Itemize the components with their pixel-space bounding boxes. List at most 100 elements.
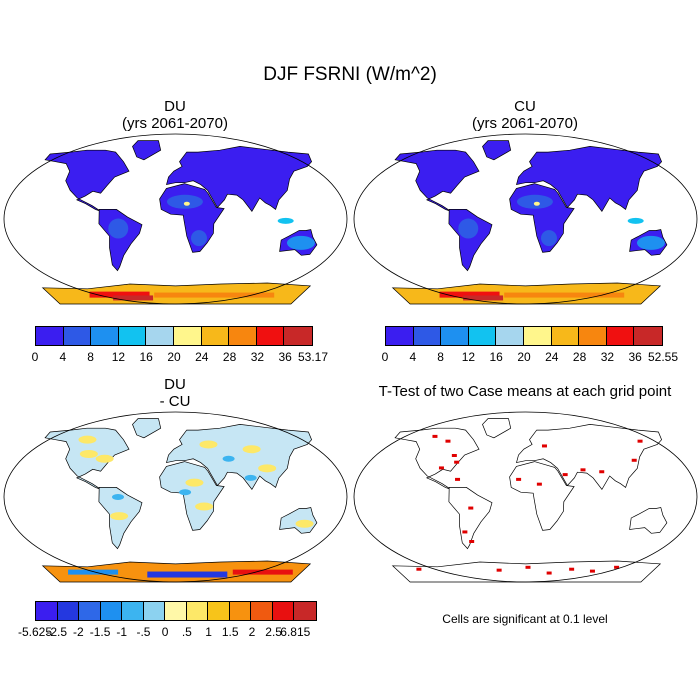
antarctic-band: [463, 295, 504, 301]
colorbar-swatch: [91, 327, 119, 345]
continent-greenland: [132, 140, 162, 161]
colorbar-swatch: [496, 327, 524, 345]
panel-title-cu: CU (yrs 2061-2070): [472, 98, 578, 132]
colorbar-swatch: [201, 327, 230, 345]
antarctic-band: [154, 292, 275, 298]
colorbar-swatch: [468, 327, 497, 345]
colorbar-label: 32: [250, 350, 265, 364]
colorbar-swatch: [284, 327, 312, 345]
colorbar-swatch: [229, 602, 252, 620]
saharan-hotspot: [533, 201, 540, 206]
antarctic-band: [113, 295, 154, 301]
colorbar-label: 8: [87, 350, 94, 364]
panel-title-du: DU (yrs 2061-2070): [122, 98, 228, 132]
continent-namerica: [44, 427, 130, 490]
significant-cell: [562, 473, 568, 477]
continent-namerica: [394, 149, 480, 212]
continent-namerica: [394, 427, 480, 490]
continent-antarctica: [391, 560, 662, 583]
continent-greenland: [482, 140, 512, 161]
sahara-region: [516, 194, 553, 209]
antarctic-band: [504, 292, 625, 298]
colorbar-swatch: [146, 327, 174, 345]
colorbar-swatch: [229, 327, 257, 345]
colorbar-swatch: [413, 327, 442, 345]
colorbar-label: -2: [73, 625, 84, 639]
significant-cell: [546, 571, 552, 575]
colorbar-diff: -5.625 -2.5 -2 -1.5 -1 -.5 0 .5 1 1.5 2 2.5 6.815: [18, 601, 317, 641]
significant-cell: [631, 458, 637, 462]
colorbar-swatch: [441, 327, 469, 345]
colorbar-label: -1: [116, 625, 128, 639]
significant-cell: [469, 540, 475, 543]
map-frame: [3, 133, 348, 305]
negative-patch: [244, 474, 257, 481]
colorbar-label: -1.5: [89, 625, 111, 639]
antarctic-band: [439, 291, 500, 298]
colorbar-label: 20: [167, 350, 181, 364]
colorbar-label: 53.17: [297, 350, 329, 364]
significant-cell: [525, 565, 531, 569]
colorbar-label: 2.5: [265, 625, 282, 639]
significant-cell: [569, 567, 575, 571]
positive-patch: [95, 454, 114, 463]
significant-cell: [589, 569, 595, 573]
significant-cell: [445, 439, 451, 443]
significant-cell: [468, 506, 474, 510]
significant-cell: [432, 434, 438, 438]
significant-cell: [599, 470, 605, 474]
positive-patch: [258, 464, 277, 473]
colorbar-swatch: [606, 327, 635, 345]
colorbar-label: -2.5: [46, 625, 68, 639]
colorbar-swatch: [122, 602, 144, 620]
significance-note: Cells are significant at 0.1 level: [442, 612, 608, 626]
significant-cell: [438, 466, 444, 470]
colorbar-label: 20: [517, 350, 531, 364]
significant-cell: [580, 468, 586, 472]
continent-samerica: [448, 487, 493, 550]
colorbar-label: 0: [31, 350, 39, 364]
australia-region: [636, 235, 665, 250]
continent-samerica: [98, 209, 143, 272]
significant-cell: [454, 460, 460, 464]
maritime-continent: [627, 217, 644, 224]
colorbar-swatch: [143, 602, 166, 620]
amazon-region: [458, 218, 479, 239]
map-du: [3, 133, 348, 305]
panel-title-diff: DU - CU: [159, 376, 191, 410]
map-cu: [353, 133, 698, 305]
negative-patch: [222, 455, 235, 462]
significant-cell: [536, 482, 542, 486]
colorbar-label: 12: [461, 350, 476, 364]
significant-cell: [451, 454, 457, 457]
positive-patch: [79, 450, 98, 458]
antarctic-negative-band: [68, 569, 119, 575]
colorbar-swatch: [100, 602, 123, 620]
colorbar-label: 52.55: [647, 350, 679, 364]
colorbar-label: 2: [248, 625, 256, 639]
colorbar-swatch: [165, 602, 187, 620]
continent-samerica: [448, 209, 493, 272]
significant-cell: [516, 477, 522, 481]
colorbar-swatch: [272, 602, 295, 620]
saharan-hotspot: [183, 201, 190, 206]
positive-patch: [195, 502, 214, 511]
colorbar-label: 1.5: [221, 625, 239, 639]
colorbar-label: 28: [572, 350, 587, 364]
colorbar-label: 4: [59, 350, 67, 364]
positive-patch: [110, 512, 129, 521]
australia-region: [286, 235, 315, 250]
colorbar-swatch: [36, 602, 58, 620]
negative-patch: [112, 494, 124, 500]
colorbar-swatch: [579, 327, 607, 345]
continent-greenland: [132, 418, 162, 439]
colorbar-swatch: [63, 327, 92, 345]
antarctic-band: [89, 291, 150, 298]
continent-eurasia: [516, 424, 663, 491]
significant-cell: [455, 477, 461, 481]
colorbar-swatch: [634, 327, 662, 345]
significant-cell: [416, 567, 422, 571]
map-diff: [3, 411, 348, 583]
colorbar-swatch: [57, 602, 80, 620]
sahara-region: [166, 194, 203, 209]
